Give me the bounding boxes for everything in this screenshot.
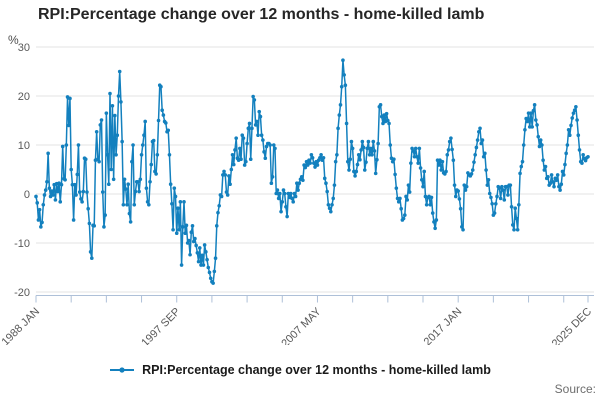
svg-text:2017 JAN: 2017 JAN [422,306,465,345]
svg-text:-20: -20 [14,287,30,299]
legend-label: RPI:Percentage change over 12 months - h… [142,363,491,377]
svg-text:30: 30 [18,42,30,54]
legend: RPI:Percentage change over 12 months - h… [0,363,600,377]
y-tick-labels: 30 20 10 0 -10 -20 [14,42,30,299]
svg-text:2025 DEC: 2025 DEC [550,306,594,345]
svg-text:20: 20 [18,91,30,103]
x-tick-labels: 1988 JAN 1997 SEP 2007 MAY 2017 JAN 2025 DEC [0,305,594,345]
y-axis-unit-label: % [8,33,19,47]
svg-text:1997 SEP: 1997 SEP [139,306,183,345]
svg-text:-10: -10 [14,238,30,250]
page-title: RPI:Percentage change over 12 months - h… [38,6,485,23]
line-chart: 30 20 10 0 -10 -20 1988 JAN 1997 SEP 2007 MAY 201… [0,42,594,345]
legend-line-marker-icon [110,367,135,373]
source-label: Source: [554,382,596,396]
series-line [35,59,589,284]
svg-text:10: 10 [18,140,30,152]
x-axis [35,295,594,303]
svg-text:2007 MAY: 2007 MAY [279,305,324,345]
series-markers [34,58,590,285]
svg-text:0: 0 [24,189,30,201]
svg-text:1988 JAN: 1988 JAN [0,306,42,345]
